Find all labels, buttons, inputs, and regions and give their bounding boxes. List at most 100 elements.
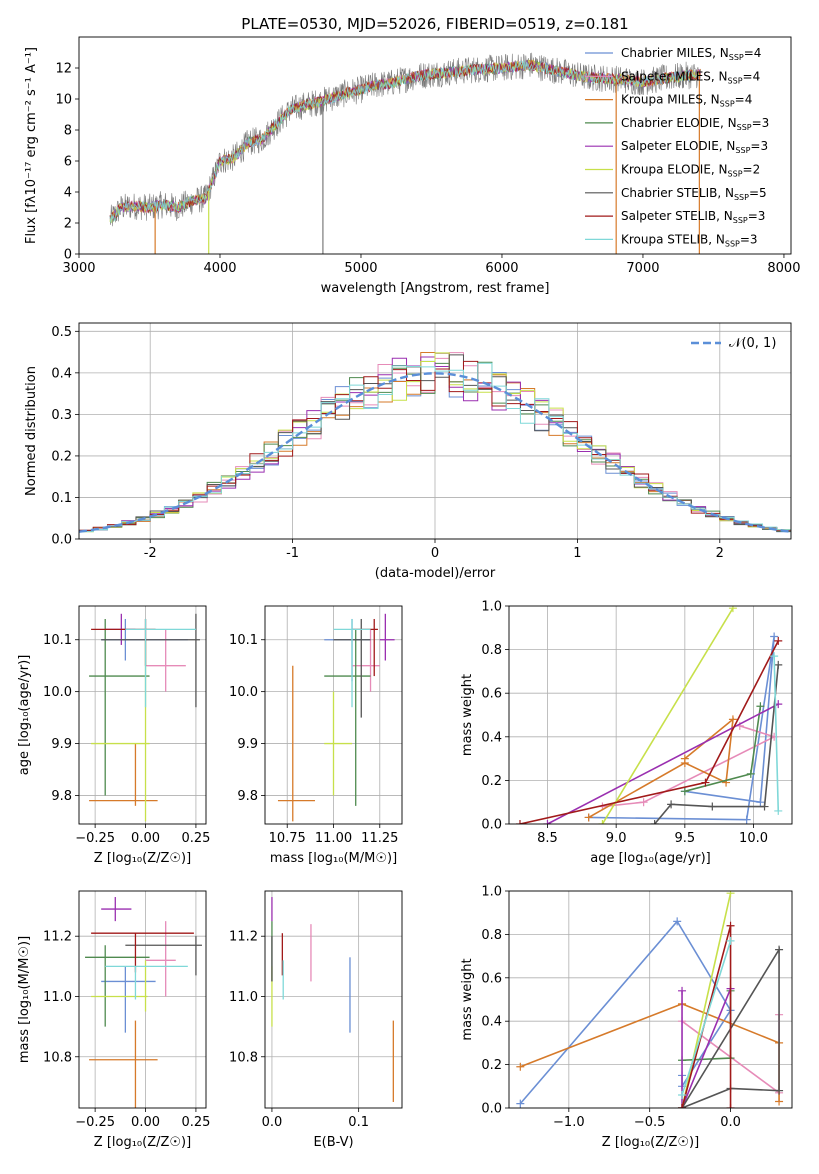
weight-marker (584, 813, 593, 822)
weight-marker (775, 1097, 784, 1106)
y-tick-label: 1.0 (481, 885, 502, 900)
y-tick-label: 0.4 (481, 730, 502, 745)
weight-line (681, 892, 732, 1108)
weight_vs_age-frame (508, 605, 793, 825)
weight-marker (746, 769, 755, 778)
legend-entry: Salpeter MILES, NSSP=4 (621, 69, 760, 85)
x-tick-label: 5000 (344, 261, 377, 276)
y-tick-label: 11.0 (229, 990, 258, 1005)
mass_vs_Z-frame (78, 890, 207, 1109)
x-axis-label: Z [log₁₀(Z/Z☉)] (94, 1135, 191, 1150)
x-tick-label: 8.5 (537, 831, 558, 846)
weight-marker (516, 1099, 525, 1108)
y-tick-label: 10 (55, 93, 72, 108)
weight-marker (516, 1062, 525, 1071)
y-tick-label: 8 (64, 124, 72, 139)
y-tick-label: 0.3 (51, 408, 72, 423)
x-tick-label: 7000 (626, 261, 659, 276)
y-tick-label: 4 (64, 186, 72, 201)
legend-entry: Salpeter STELIB, NSSP=3 (621, 209, 765, 225)
weight-marker (742, 815, 751, 824)
weight-marker (726, 936, 735, 945)
y-tick-label: 0.2 (481, 1058, 502, 1073)
x-tick-label: 0.25 (181, 1115, 210, 1130)
y-axis-label: age [log₁₀(age/yr)] (17, 655, 32, 776)
weight-marker (728, 715, 737, 724)
weight-marker (774, 806, 783, 815)
x-tick-label: 1 (573, 546, 581, 561)
y-tick-label: 0.5 (51, 325, 72, 340)
y-tick-label: 10.8 (43, 1050, 72, 1065)
legend-entry: Kroupa ELODIE, NSSP=2 (621, 163, 760, 179)
y-tick-label: 9.9 (237, 737, 258, 752)
y-tick-label: 0.0 (481, 1102, 502, 1117)
y-tick-label: 0 (64, 248, 72, 263)
y-tick-label: 0.8 (481, 928, 502, 943)
weight-marker (678, 1090, 687, 1099)
weight-marker (678, 1104, 687, 1108)
weight-marker (680, 787, 689, 796)
weight-marker (678, 986, 687, 995)
x-tick-label: 0 (431, 546, 439, 561)
x-tick-label: 11.25 (361, 831, 398, 846)
x-tick-label: 8000 (767, 261, 800, 276)
weight-marker (701, 778, 710, 787)
x-tick-label: 9.5 (675, 831, 696, 846)
weight-marker (726, 1104, 735, 1108)
weight-line (681, 988, 732, 1108)
x-axis-label: age [log₁₀(age/yr)] (590, 851, 711, 866)
y-tick-label: 10.0 (229, 685, 258, 700)
y-tick-label: 6 (64, 155, 72, 170)
x-tick-label: −0.5 (634, 1115, 666, 1130)
weight-marker (770, 652, 779, 661)
y-tick-label: 9.8 (237, 789, 258, 804)
weight-marker (667, 800, 676, 809)
weight-marker (639, 798, 648, 807)
x-tick-label: 10.75 (269, 831, 306, 846)
weight-marker (756, 798, 765, 807)
x-axis-label: wavelength [Angstrom, rest frame] (321, 281, 550, 296)
x-tick-label: 9.0 (606, 831, 627, 846)
y-tick-label: 11.0 (43, 990, 72, 1005)
x-axis-label: Z [log₁₀(Z/Z☉)] (602, 1135, 699, 1150)
weight_vs_age-series (515, 606, 783, 824)
age_vs_mass-frame (264, 605, 403, 825)
y-tick-label: 10.8 (229, 1050, 258, 1065)
normal-curve (79, 372, 791, 533)
x-tick-label: −0.25 (75, 831, 115, 846)
weight-marker (775, 945, 784, 954)
spectrum-lines (109, 52, 701, 254)
y-tick-label: 10.1 (43, 633, 72, 648)
histogram-steps (79, 362, 791, 539)
x-tick-label: 4000 (203, 261, 236, 276)
weight-marker (728, 606, 737, 613)
x-axis-label: E(B-V) (313, 1135, 353, 1150)
x-tick-label: 6000 (485, 261, 518, 276)
age_vs_mass-axes: 10.75 11.00 11.25 9.8 9.9 10.0 10.1 mass [log₁₀… (229, 606, 402, 866)
y-tick-label: 11.2 (43, 930, 72, 945)
y-axis-label: mass weight (460, 674, 475, 756)
weight-marker (673, 917, 682, 926)
spectrum-frame (78, 36, 792, 255)
weight-marker (775, 1086, 784, 1095)
y-tick-label: 0.1 (51, 491, 72, 506)
x-tick-label: 0.00 (131, 1115, 160, 1130)
spectrum-legend: Chabrier MILES, NSSP=4 Salpeter MILES, NS… (585, 46, 769, 248)
x-tick-label: 0.1 (348, 1115, 369, 1130)
residuals-frame (78, 322, 792, 540)
x-tick-label: 2 (716, 546, 724, 561)
x-tick-label: 11.00 (315, 831, 352, 846)
weight-marker (598, 820, 607, 824)
y-tick-label: 10.0 (43, 685, 72, 700)
mass_vs_EBV-axes: 0.0 0.1 10.8 11.0 11.2 E(B-V) (229, 891, 402, 1150)
y-tick-label: 0.8 (481, 643, 502, 658)
weight-marker (774, 636, 783, 645)
y-tick-label: 1.0 (481, 600, 502, 615)
weight-marker (726, 891, 735, 898)
x-tick-label: 10.0 (739, 831, 768, 846)
legend-entry: Chabrier STELIB, NSSP=5 (621, 186, 767, 202)
y-axis-label: mass weight (460, 958, 475, 1040)
y-tick-label: 0.6 (481, 971, 502, 986)
y-tick-label: 0.4 (481, 1015, 502, 1030)
